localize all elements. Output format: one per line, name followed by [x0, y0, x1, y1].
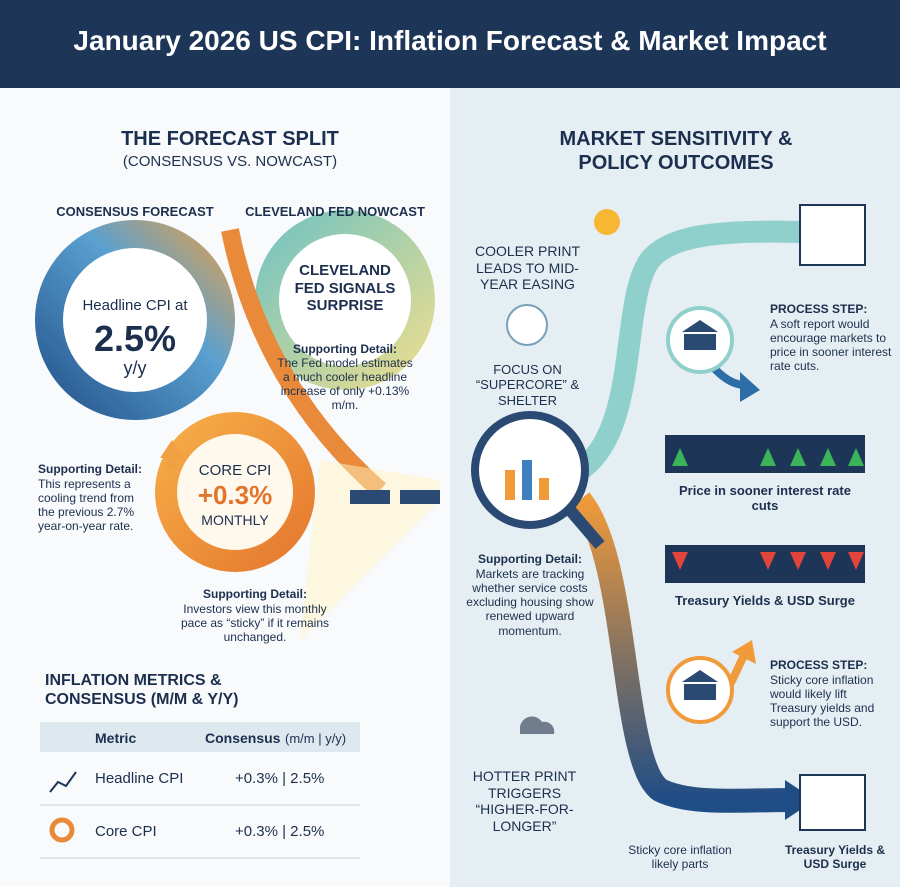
label: Supporting Detail: [478, 552, 582, 566]
text: Sticky core inflation likely parts [628, 843, 732, 872]
label: PROCESS STEP: [770, 302, 868, 316]
text: y/y [123, 358, 147, 378]
text: A soft report would encourage markets to… [770, 317, 892, 374]
label: Supporting Detail: [38, 462, 142, 476]
table-cell: Core CPI [95, 823, 157, 840]
label: Supporting Detail: [203, 587, 307, 601]
text: Markets are tracking whether service cos… [466, 567, 594, 638]
label: CLEVELAND FED NOWCAST [245, 204, 425, 219]
table-cell: Headline CPI [95, 770, 184, 787]
text: Investors view this monthly pace as “sti… [180, 602, 330, 645]
text: This represents a cooling trend from the… [38, 477, 135, 534]
callout: FOCUS ON “SUPERCORE” & SHELTER [475, 362, 580, 408]
text: MONTHLY [201, 512, 269, 528]
table-title: INFLATION METRICS & CONSENSUS (M/M & Y/Y… [45, 672, 239, 708]
table-cell: +0.3% | 2.5% [235, 770, 325, 787]
banner-label: Treasury Yields & USD Surge [675, 593, 855, 608]
text: Headline CPI at [82, 297, 188, 314]
section-title: THE FORECAST SPLIT [121, 128, 339, 150]
text: The Fed model estimates a much cooler he… [277, 356, 413, 413]
table-cell: +0.3% | 2.5% [235, 823, 325, 840]
text: CORE CPI [198, 462, 272, 479]
banner-label: Price in sooner interest rate cuts [679, 483, 851, 514]
label: CONSENSUS FORECAST [56, 204, 214, 219]
page-title: January 2026 US CPI: Inflation Forecast … [73, 25, 827, 56]
heading: CLEVELAND FED SIGNALS SURPRISE [294, 262, 396, 315]
value: +0.3% [197, 480, 273, 510]
text: Treasury Yields & USD Surge [784, 843, 886, 872]
callout: COOLER PRINT LEADS TO MID-YEAR EASING [474, 243, 580, 293]
table-header: Consensus [205, 730, 281, 746]
callout: HOTTER PRINT TRIGGERS “HIGHER-FOR-LONGER… [472, 768, 577, 834]
text: Sticky core inflation would likely lift … [770, 673, 875, 730]
label: Supporting Detail: [293, 342, 397, 356]
table-header: (m/m | y/y) [285, 731, 347, 746]
section-title: MARKET SENSITIVITY & POLICY OUTCOMES [559, 128, 793, 174]
label: PROCESS STEP: [770, 658, 868, 672]
table-header: Metric [95, 730, 137, 746]
value: 2.5% [93, 318, 177, 359]
section-subtitle: (CONSENSUS VS. NOWCAST) [122, 153, 338, 170]
